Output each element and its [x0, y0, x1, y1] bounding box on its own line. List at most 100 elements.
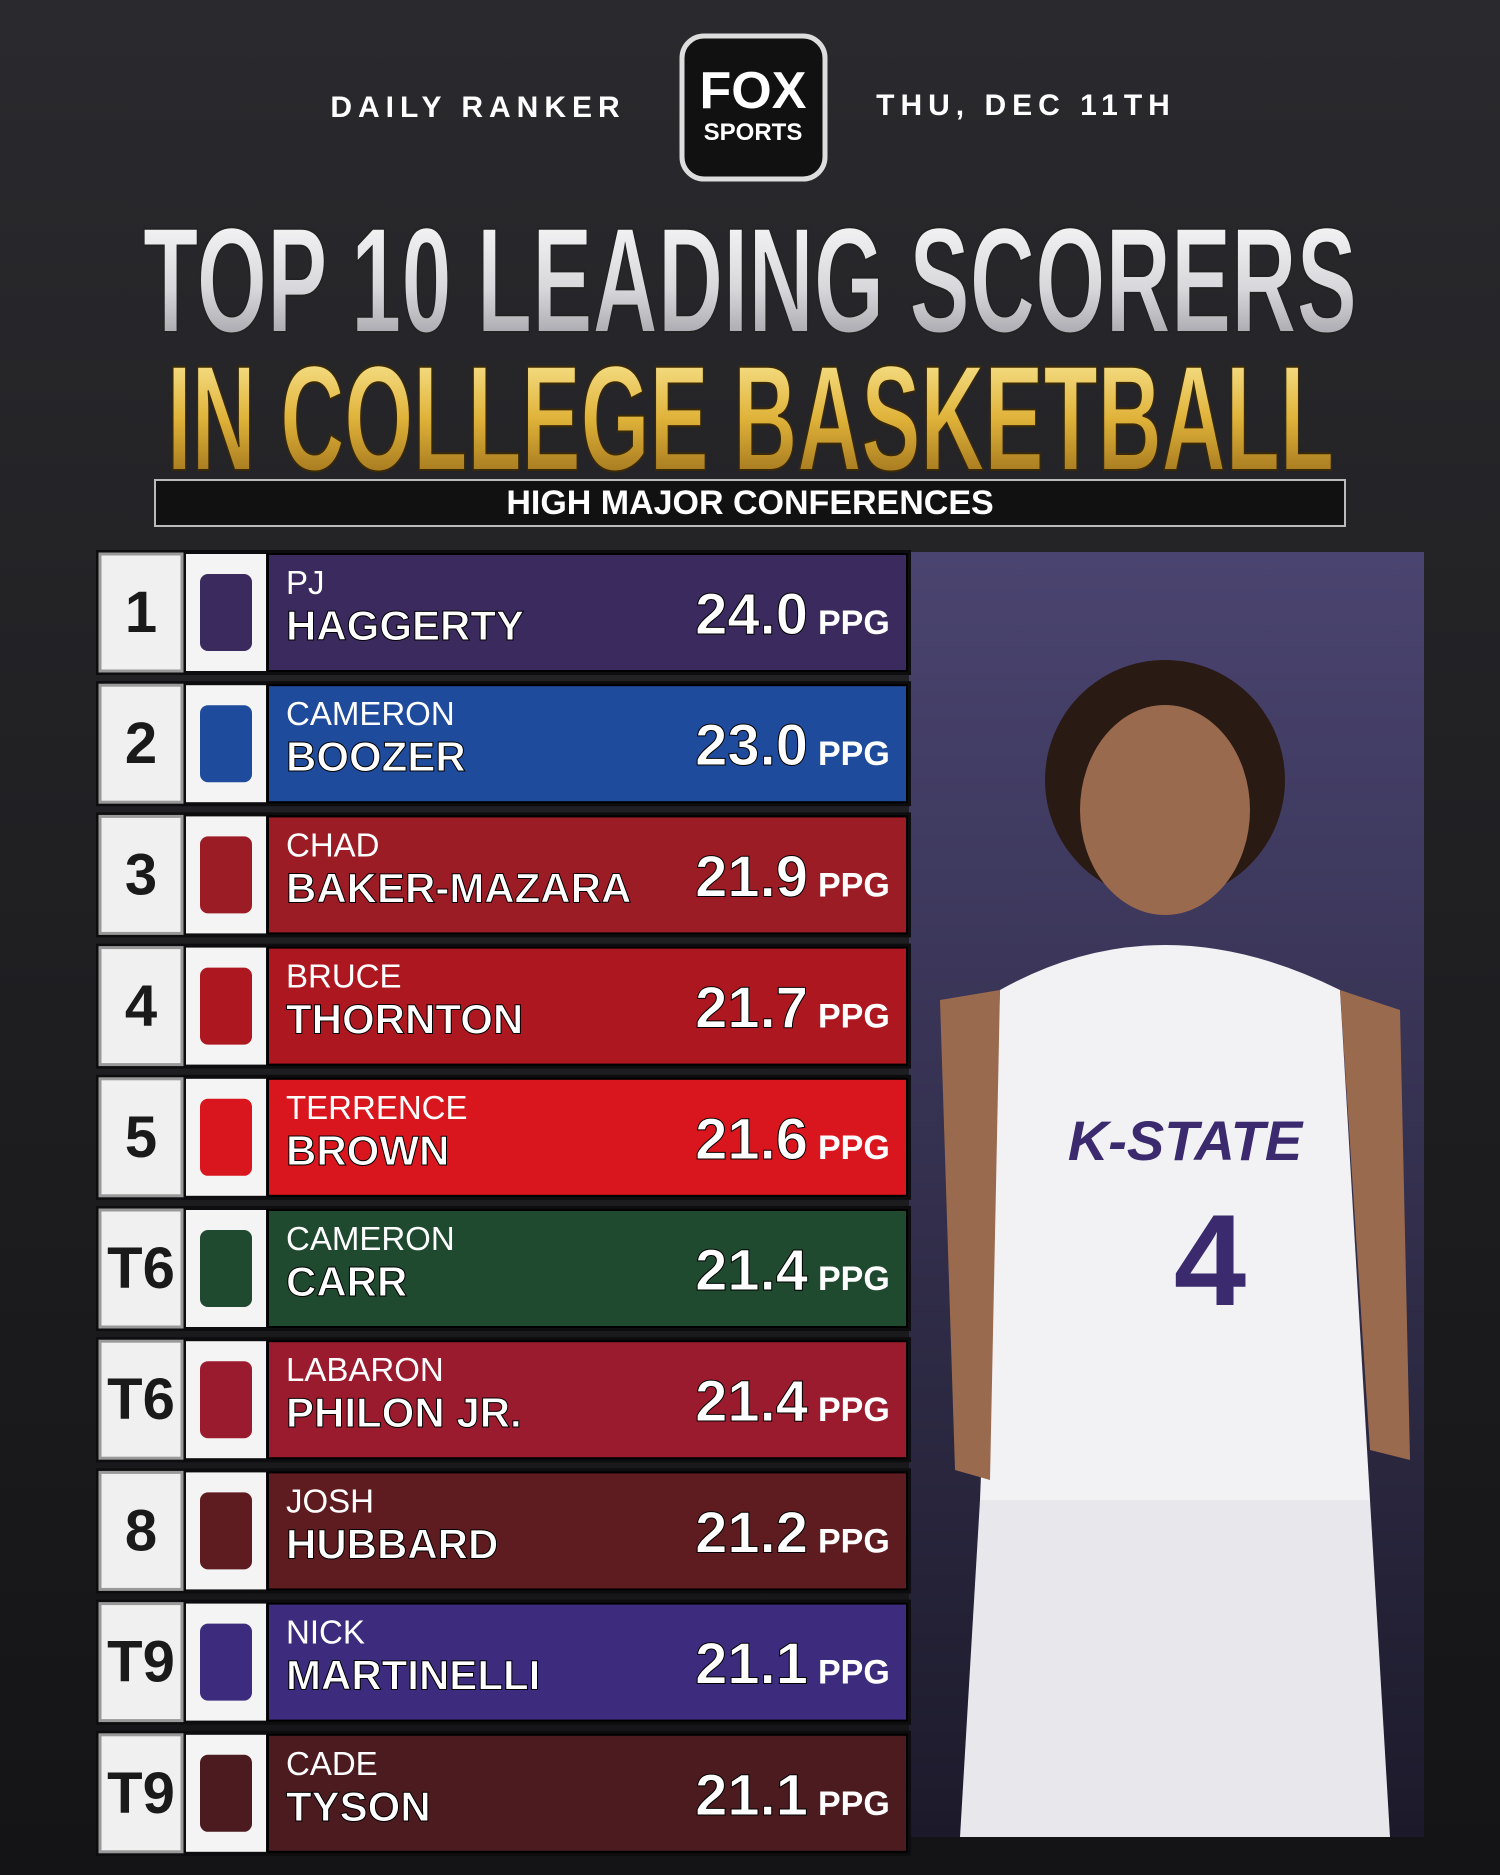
- first-name: CAMERON: [286, 695, 455, 732]
- player-arms: [940, 990, 1410, 1480]
- rank-box: [98, 1077, 184, 1198]
- name-panel: [267, 946, 908, 1066]
- team-logo-mark: [200, 836, 252, 914]
- ppg-value: 21.1: [695, 1632, 808, 1697]
- ppg-unit: PPG: [818, 1260, 890, 1298]
- rank: T9: [107, 1630, 175, 1695]
- rank-box: [98, 814, 184, 935]
- rank: T6: [107, 1367, 175, 1432]
- player-face: [1080, 705, 1250, 915]
- rank-box: [98, 1602, 184, 1723]
- ppg-unit: PPG: [818, 1391, 890, 1429]
- rank-box: [98, 1733, 184, 1854]
- first-name: JOSH: [286, 1482, 374, 1519]
- title-line2: IN COLLEGE BASKETBALL: [167, 334, 1334, 502]
- rank: 4: [125, 974, 157, 1039]
- jersey-text: K-STATE: [1068, 1109, 1304, 1172]
- rank-box: [98, 1208, 184, 1329]
- first-name: LABARON: [286, 1351, 444, 1388]
- logo-box: [679, 33, 828, 182]
- player-jersey: [980, 945, 1370, 1500]
- team-logo-mark: [200, 1492, 252, 1570]
- team-logo-mark: [200, 574, 252, 651]
- first-name: CAMERON: [286, 1220, 455, 1257]
- subtitle-box: [154, 479, 1346, 527]
- last-name: TYSON: [286, 1783, 431, 1830]
- rank-box: [98, 683, 184, 804]
- ppg-unit: PPG: [818, 735, 890, 773]
- team-logo-mark: [200, 1098, 252, 1176]
- last-name: BROWN: [286, 1127, 449, 1174]
- ppg-value: 21.9: [695, 844, 808, 909]
- header-left: DAILY RANKER: [330, 91, 625, 124]
- last-name: CARR: [286, 1258, 407, 1305]
- rank-box: [98, 552, 184, 673]
- name-panel: [267, 1471, 908, 1591]
- first-name: NICK: [286, 1614, 365, 1651]
- title-line1: TOP 10 LEADING SCORERS: [143, 196, 1357, 364]
- logo-top: FOX: [700, 62, 807, 120]
- rank: 1: [125, 580, 157, 645]
- player-photo: K-STATE 4: [909, 552, 1424, 1837]
- ppg-unit: PPG: [818, 1785, 890, 1823]
- team-logo-mark: [200, 967, 252, 1045]
- name-panel: [267, 684, 908, 804]
- ppg-value: 21.7: [695, 976, 808, 1041]
- ppg-value: 21.6: [695, 1107, 808, 1172]
- ppg-unit: PPG: [818, 604, 890, 642]
- rank-box: [98, 1470, 184, 1591]
- player-shorts: [960, 1500, 1390, 1837]
- last-name: HAGGERTY: [286, 602, 524, 649]
- last-name: BOOZER: [286, 733, 466, 780]
- last-name: MARTINELLI: [286, 1652, 540, 1699]
- ppg-unit: PPG: [818, 1522, 890, 1560]
- ppg-unit: PPG: [818, 1129, 890, 1167]
- rank-box: [98, 946, 184, 1067]
- subtitle: HIGH MAJOR CONFERENCES: [506, 484, 993, 522]
- logo-bottom: SPORTS: [704, 119, 803, 146]
- team-logo-mark: [200, 1754, 252, 1832]
- header-right: THU, DEC 11TH: [876, 89, 1176, 122]
- ppg-unit: PPG: [818, 866, 890, 904]
- rank: T6: [107, 1236, 175, 1301]
- name-panel: [267, 1077, 908, 1197]
- ppg-value: 21.2: [695, 1500, 808, 1565]
- first-name: BRUCE: [286, 958, 402, 995]
- name-panel: [267, 1602, 908, 1722]
- last-name: THORNTON: [286, 996, 523, 1043]
- ppg-unit: PPG: [818, 1654, 890, 1692]
- ppg-value: 24.0: [695, 582, 808, 647]
- ppg-value: 21.4: [695, 1369, 808, 1434]
- ppg-value: 21.4: [695, 1238, 808, 1303]
- first-name: TERRENCE: [286, 1089, 468, 1126]
- last-name: HUBBARD: [286, 1520, 498, 1567]
- name-panel: [267, 815, 908, 935]
- first-name: CADE: [286, 1745, 378, 1782]
- first-name: PJ: [286, 564, 325, 601]
- ppg-value: 23.0: [695, 713, 808, 778]
- rank: 2: [125, 711, 157, 776]
- last-name: BAKER-MAZARA: [286, 864, 631, 911]
- ppg-value: 21.1: [695, 1763, 808, 1828]
- team-logo-mark: [200, 1230, 252, 1307]
- last-name: PHILON JR.: [286, 1389, 522, 1436]
- name-panel: [267, 1340, 908, 1460]
- rank: 8: [125, 1498, 157, 1563]
- name-panel: [267, 1209, 908, 1328]
- jersey-number: 4: [1174, 1187, 1246, 1333]
- rank: T9: [107, 1761, 175, 1826]
- name-panel: [267, 1733, 908, 1853]
- rank: 5: [125, 1105, 157, 1170]
